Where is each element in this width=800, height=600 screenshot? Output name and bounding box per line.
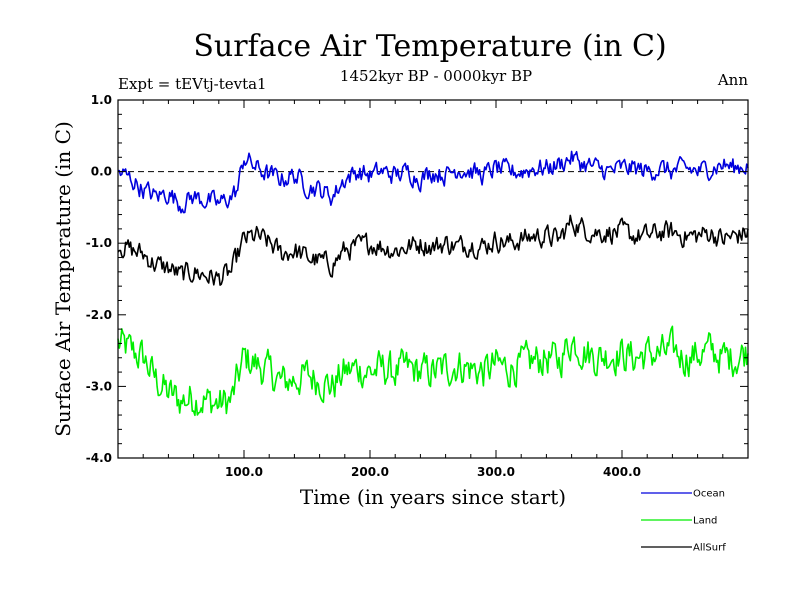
plot-frame [117, 99, 749, 459]
x-tick-label: 400.0 [603, 465, 641, 479]
y-tick-label: -2.0 [86, 308, 112, 322]
series-line-allsurf [117, 214, 749, 286]
x-tick-label: 200.0 [351, 465, 389, 479]
plot-area [117, 99, 749, 459]
time-range-label: 1452kyr BP - 0000kyr BP [340, 67, 532, 85]
y-tick-label: 0.0 [91, 165, 112, 179]
x-axis-label: Time (in years since start) [300, 485, 566, 509]
chart-title: Surface Air Temperature (in C) [193, 29, 666, 64]
x-tick-label: 100.0 [225, 465, 263, 479]
legend-label-ocean: Ocean [693, 489, 725, 500]
y-tick-label: 1.0 [91, 93, 112, 107]
series-line-land [117, 325, 749, 417]
x-axis: 100.0 200.0 300.0 400.0 [142, 100, 724, 479]
y-axis: 1.0 0.0 -1.0 -2.0 -3.0 -4.0 [86, 93, 748, 465]
y-tick-label: -3.0 [86, 379, 112, 393]
x-tick-label: 300.0 [477, 465, 515, 479]
y-tick-label: -4.0 [86, 451, 112, 465]
series-group [117, 150, 749, 417]
legend-label-land: Land [693, 516, 717, 527]
y-axis-label: Surface Air Temperature (in C) [51, 121, 75, 437]
legend-label-allsurf: AllSurf [693, 543, 726, 554]
experiment-label: Expt = tEVtj-tevta1 [118, 75, 267, 93]
y-tick-label: -1.0 [86, 236, 112, 250]
legend: Ocean Land AllSurf [641, 489, 726, 554]
season-label: Ann [717, 71, 748, 89]
series-line-ocean [117, 150, 749, 214]
